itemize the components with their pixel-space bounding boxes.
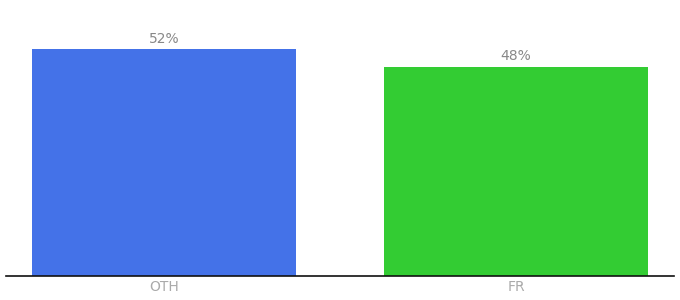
Text: 48%: 48%	[500, 49, 531, 63]
Bar	[32, 49, 296, 276]
Bar	[384, 67, 648, 276]
Text: 52%: 52%	[149, 32, 180, 46]
